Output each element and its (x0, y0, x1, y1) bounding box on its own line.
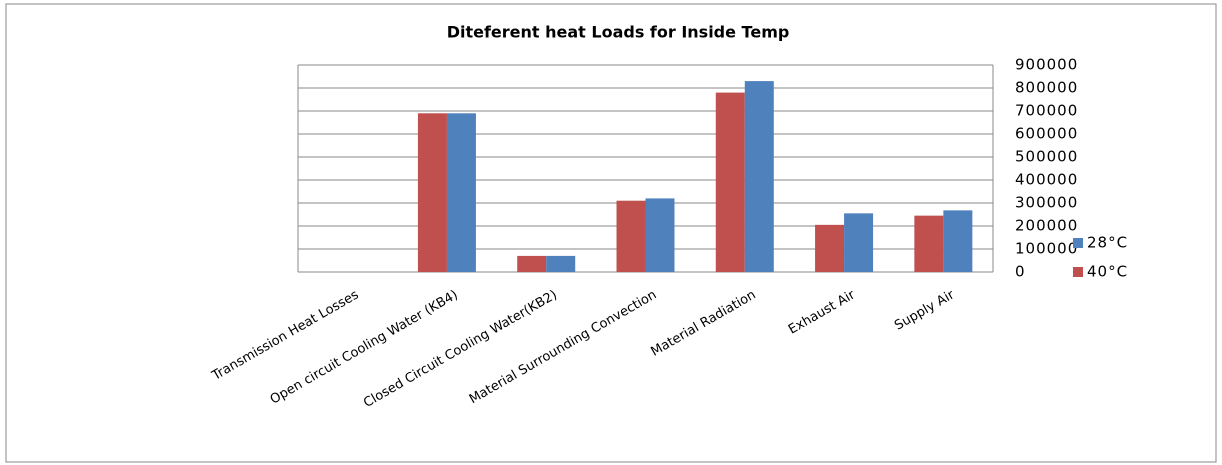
bar (417, 113, 447, 272)
y-tick-label: 100000 (1015, 240, 1078, 258)
x-tick-label: Supply Air (892, 287, 957, 333)
bar (943, 210, 973, 272)
legend-label: 28°C (1087, 234, 1128, 252)
y-tick-label: 600000 (1015, 125, 1078, 143)
legend-label: 40°C (1087, 263, 1128, 281)
y-tick-label: 400000 (1015, 171, 1078, 189)
x-tick-label: Exhaust Air (786, 287, 858, 337)
y-tick-label: 500000 (1015, 148, 1078, 166)
legend-swatch (1073, 267, 1083, 277)
x-tick-label: Material Radiation (649, 288, 759, 360)
bar (517, 255, 547, 272)
bar (744, 81, 774, 272)
bar (914, 215, 944, 272)
bar (446, 113, 476, 272)
y-tick-label: 700000 (1015, 102, 1078, 120)
legend-swatch (1073, 238, 1083, 248)
y-tick-label: 800000 (1015, 79, 1078, 97)
x-tick-label: Open circuit Cooling Water (KB4) (268, 288, 461, 408)
y-tick-label: 0 (1015, 263, 1026, 281)
chart-border (5, 3, 1217, 463)
x-tick-label: Material Surrounding Convection (467, 288, 659, 408)
bar (645, 198, 675, 272)
bar (715, 92, 745, 272)
y-tick-label: 300000 (1015, 194, 1078, 212)
y-tick-label: 200000 (1015, 217, 1078, 235)
bar (844, 213, 874, 272)
bar (616, 200, 646, 272)
bar (546, 255, 576, 272)
x-tick-label: Closed Circuit Cooling Water(KB2) (361, 288, 560, 411)
chart-title: Diteferent heat Loads for Inside Temp (447, 23, 790, 42)
bar (815, 224, 845, 272)
y-tick-label: 900000 (1015, 56, 1078, 74)
